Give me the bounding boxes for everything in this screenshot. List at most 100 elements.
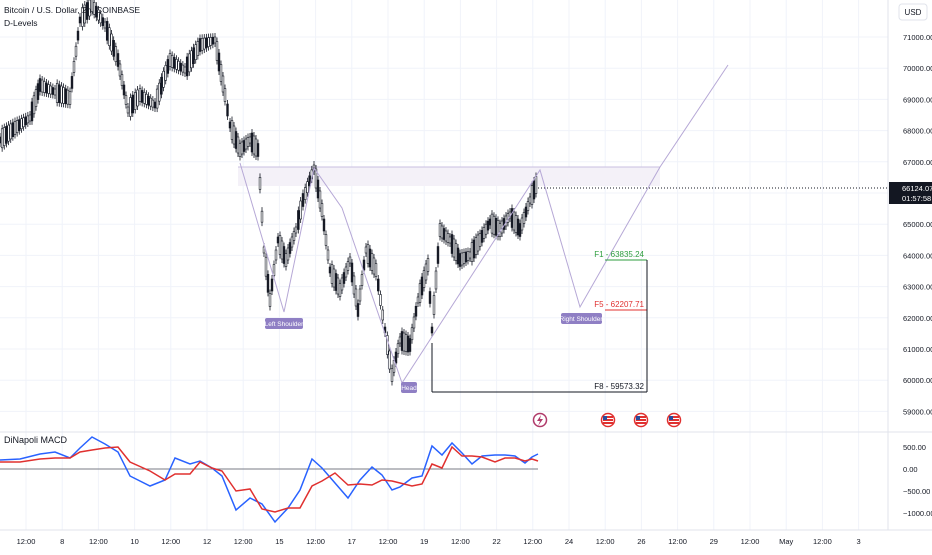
candle-body [434,270,438,290]
time-tick-label: 12:00 [161,537,180,546]
candle-body [110,33,113,52]
candle-body [360,274,364,286]
time-tick-label: 12:00 [668,537,687,546]
candle-body [53,88,57,96]
candle-body [324,234,328,246]
candle-body [226,103,229,117]
currency-button[interactable]: USD [898,3,928,21]
macd-line [0,436,539,524]
time-tick-label: 22 [492,537,500,546]
candle-body [260,210,264,223]
candle-body [282,246,286,264]
macd-tick-label: 500.00 [903,443,926,452]
candle-body [512,211,516,231]
candle-body [181,64,185,73]
us-flag-event-icon[interactable] [633,412,649,428]
time-tick-label: 24 [565,537,573,546]
candle-body [76,30,80,41]
price-axis[interactable]: 71000.00 70000.00 69000.00 68000.00 67000.00… [903,33,932,416]
candle-body [270,278,274,292]
candle-body [350,262,354,283]
candle-body [454,243,458,261]
time-tick-label: 17 [348,537,356,546]
candle-body [404,334,408,352]
candle-body [175,58,178,70]
candle-body [74,45,78,57]
candle-body [34,89,38,107]
candle-body [297,210,300,230]
candle-body [47,84,50,94]
candle-body [99,13,102,24]
candle-body [18,119,21,131]
us-flag-event-icon[interactable] [666,412,682,428]
right-shoulder-label[interactable]: Right Shoulder [560,313,604,324]
head-label[interactable]: Head [401,382,417,393]
candle-body [318,190,322,209]
time-tick-label: 12:00 [741,537,760,546]
candle-body [252,135,256,155]
candle-body [532,180,536,200]
symbol-title[interactable]: Bitcoin / U.S. Dollar, 2h, COINBASE [4,5,140,15]
candle-body [332,268,336,288]
candle-body [400,331,404,351]
candle-body [138,88,142,102]
lightning-event-icon[interactable] [532,412,548,428]
time-tick-label: May [779,537,793,546]
candle-body [68,91,72,105]
candle-body [131,94,134,114]
time-tick-label: 10 [130,537,138,546]
candle-body [484,223,488,235]
left-shoulder-label[interactable]: Left Shoulder [265,318,305,329]
candle-body [64,88,67,105]
macd-tick-label: 0.00 [903,465,918,474]
candle-body [219,64,223,82]
candle-body [486,220,490,231]
candle-body [316,179,320,199]
candle-body [256,143,260,157]
candle-body [92,2,96,15]
candle-body [326,249,330,261]
candle-body [284,253,288,267]
time-tick-label: 12:00 [596,537,615,546]
price-tick-label: 61000.00 [903,345,932,354]
macd-tick-label: −1000.00 [903,509,932,518]
candle-body [228,121,232,129]
candle-body [58,84,61,104]
candle-body [209,37,212,46]
candle-body [314,168,318,189]
macd-title: DiNapoli MACD [4,435,68,445]
candle-body [374,263,378,277]
candle-body [390,368,394,382]
candle-body [134,92,137,110]
candle-body [145,93,148,105]
candle-body [526,201,530,211]
candle-body [372,257,376,275]
candle-body [258,177,262,190]
right-shoulder-text: Right Shoulder [560,316,604,323]
candle-body [442,228,446,240]
indicator-name[interactable]: D-Levels [4,18,38,28]
candle-body [40,79,44,93]
candle-body [478,233,482,247]
candle-body [81,7,84,27]
time-axis[interactable]: 12:00 8 12:00 10 12:00 12 12:00 15 12:00 17 12:00 1… [17,537,861,546]
macd-axis[interactable]: 500.00 0.00 −500.00 −1000.00 [903,443,932,518]
candle-body [436,246,440,264]
candle-body [460,252,464,266]
candle-body [230,120,234,140]
candle-body [36,83,40,100]
candle-body [452,238,456,258]
candle-body [468,251,472,259]
candle-body [185,56,189,77]
candle-body [240,141,244,155]
candle-body [177,60,180,71]
grid [0,0,888,530]
candle-body [320,203,324,217]
time-tick-label: 12:00 [306,537,325,546]
candle-body [164,65,167,81]
us-flag-event-icon[interactable] [600,412,616,428]
candle-body [368,248,372,268]
candle-body [124,95,128,105]
candle-body [288,242,292,254]
